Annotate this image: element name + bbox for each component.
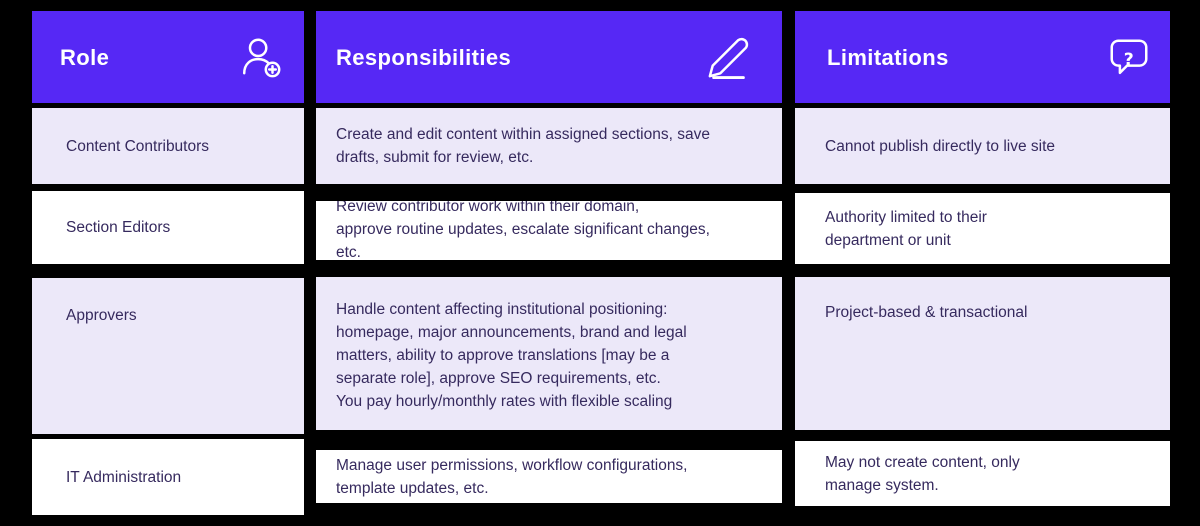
limitations-cell: Project-based & transactional <box>795 277 1170 430</box>
responsibilities-cell: Review contributor work within their dom… <box>316 201 782 260</box>
limitations-cell: Cannot publish directly to live site <box>795 108 1170 184</box>
header-limitations-label: Limitations <box>827 44 949 70</box>
limitations-cell: Authority limited to their department or… <box>795 193 1170 264</box>
limitations-text: May not create content, only manage syst… <box>825 453 1020 494</box>
user-add-icon <box>238 34 284 80</box>
responsibilities-text: Handle content affecting institutional p… <box>336 301 687 410</box>
role-cell: Section Editors <box>32 191 304 264</box>
role-cell: IT Administration <box>32 439 304 515</box>
header-cell-responsibilities: Responsibilities <box>316 11 782 103</box>
role-text: Section Editors <box>66 219 171 236</box>
role-cell: Content Contributors <box>32 108 304 184</box>
responsibilities-cell: Manage user permissions, workflow config… <box>316 450 782 503</box>
role-text: Approvers <box>66 307 137 324</box>
header-role-label: Role <box>60 44 110 70</box>
responsibilities-cell: Handle content affecting institutional p… <box>316 277 782 430</box>
question-bubble-icon: ? <box>1106 34 1152 80</box>
responsibilities-text: Manage user permissions, workflow config… <box>336 456 688 497</box>
header-responsibilities-label: Responsibilities <box>336 44 512 70</box>
limitations-text: Cannot publish directly to live site <box>825 137 1056 155</box>
header-cell-limitations: Limitations ? <box>795 11 1170 103</box>
role-text: IT Administration <box>66 468 182 486</box>
responsibilities-cell: Create and edit content within assigned … <box>316 108 782 184</box>
limitations-cell: May not create content, only manage syst… <box>795 441 1170 506</box>
role-text: Content Contributors <box>66 137 210 155</box>
responsibilities-text: Review contributor work within their dom… <box>336 201 710 260</box>
responsibilities-text: Create and edit content within assigned … <box>336 126 710 166</box>
header-cell-role: Role <box>32 11 304 103</box>
role-cell: Approvers <box>32 278 304 434</box>
limitations-text: Authority limited to their department or… <box>825 208 987 249</box>
limitations-text: Project-based & transactional <box>825 304 1028 321</box>
svg-text:?: ? <box>1124 50 1134 70</box>
pencil-edit-icon <box>706 34 752 80</box>
